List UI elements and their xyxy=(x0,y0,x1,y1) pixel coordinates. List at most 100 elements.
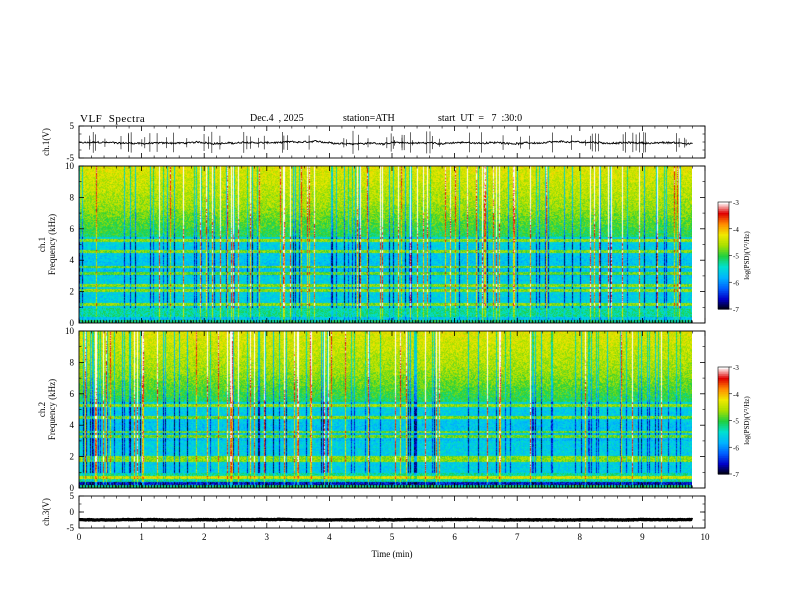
colorbar-swatch xyxy=(718,301,729,305)
colorbar-swatch xyxy=(718,269,729,273)
colorbar-swatch xyxy=(718,391,729,395)
y-axis-label: ch.3(V) xyxy=(41,498,51,526)
colorbar-swatch xyxy=(718,449,729,452)
colorbar-swatch xyxy=(718,388,729,391)
colorbar-swatch xyxy=(718,239,729,242)
colorbar-swatch xyxy=(718,292,729,296)
colorbar-swatch xyxy=(718,223,729,226)
y-axis-label: Frequency (kHz) xyxy=(47,379,57,440)
colorbar-swatch xyxy=(718,386,729,389)
ch1-waveform-trace xyxy=(78,140,693,146)
start-time-label: start UT = 7 :30:0 xyxy=(438,113,523,124)
colorbar-swatch xyxy=(718,370,729,373)
colorbar-swatch xyxy=(718,438,729,441)
colorbar-swatch xyxy=(718,450,729,454)
colorbar-swatch xyxy=(718,203,729,207)
ch3-waveform: 50-5ch.3(V)0 1 2 3 4 5 6 7 8 9 10 xyxy=(41,491,710,542)
colorbar-swatch xyxy=(718,253,729,257)
colorbar-swatch xyxy=(718,237,729,241)
y-tick-label: 4 xyxy=(70,255,75,265)
colorbar-swatch xyxy=(718,216,729,219)
colorbar-swatch xyxy=(718,276,729,280)
chart-title: VLF Spectra xyxy=(80,113,146,125)
ch2-spectrogram-raster xyxy=(79,331,692,488)
colorbar-tick-label: -5 xyxy=(733,418,739,426)
colorbar-swatch xyxy=(718,230,729,233)
colorbar-swatch xyxy=(718,210,729,214)
colorbar-swatch xyxy=(718,456,729,459)
colorbar-swatch xyxy=(718,262,729,266)
station-label: station=ATH xyxy=(343,113,395,124)
colorbar-swatch xyxy=(718,393,729,397)
colorbar-swatch xyxy=(718,251,729,255)
colorbar-swatch xyxy=(718,390,729,393)
y-tick-label: 5 xyxy=(70,121,75,131)
colorbar-swatch xyxy=(718,397,729,400)
colorbar-swatch xyxy=(718,218,729,221)
colorbar-swatch xyxy=(718,207,729,210)
colorbar-swatch xyxy=(718,424,729,427)
x-tick-label: 10 xyxy=(701,532,711,542)
colorbar-swatch xyxy=(718,463,729,466)
colorbar-swatch xyxy=(718,307,729,310)
colorbar-swatch xyxy=(718,400,729,404)
x-tick-label: 9 xyxy=(640,532,645,542)
colorbar-swatch xyxy=(718,275,729,278)
y-tick-label: -5 xyxy=(67,153,75,163)
colorbar-swatch xyxy=(718,298,729,301)
colorbar-swatch xyxy=(718,415,729,418)
colorbar-tick-label: -7 xyxy=(733,471,739,479)
colorbar-swatch xyxy=(718,209,729,212)
y-tick-label: 6 xyxy=(70,224,75,234)
colorbar-swatch xyxy=(718,399,729,402)
colorbar-swatch xyxy=(718,409,729,413)
colorbar-swatch xyxy=(718,241,729,244)
y-tick-label: 5 xyxy=(70,491,75,501)
colorbar-swatch xyxy=(718,284,729,287)
colorbar-swatch xyxy=(718,454,729,457)
colorbar-swatch xyxy=(718,402,729,406)
colorbar-swatch xyxy=(718,305,729,308)
ch1-waveform: 5 -5 ch.1(V) xyxy=(41,121,706,163)
ch2-spectrogram-colorbar: -3 -4 -5 -6 -7 log(PSD)(V²/Hz) xyxy=(717,364,751,479)
y-tick-label: 2 xyxy=(70,287,75,297)
colorbar-swatch xyxy=(718,226,729,230)
channel-label: ch.2 xyxy=(37,402,47,417)
colorbar-swatch xyxy=(718,468,729,472)
y-tick-label: 0 xyxy=(70,507,75,517)
colorbar-tick-label: -5 xyxy=(733,253,739,261)
colorbar-swatch xyxy=(718,429,729,432)
colorbar-swatch xyxy=(718,285,729,289)
y-tick-label: -5 xyxy=(67,523,75,533)
colorbar-swatch xyxy=(718,413,729,416)
colorbar-swatch xyxy=(718,280,729,283)
x-tick-label: 0 xyxy=(77,532,82,542)
colorbar-swatch xyxy=(718,408,729,411)
x-tick-label: 5 xyxy=(390,532,395,542)
colorbar-swatch xyxy=(718,248,729,251)
colorbar-swatch xyxy=(718,271,729,274)
colorbar-swatch xyxy=(718,289,729,292)
colorbar-swatch xyxy=(718,440,729,443)
ch2-spectrogram: 0 2 4 6 8 10 ch.2 Frequency (kHz) -3 -4 -5 -6 -7 log(… xyxy=(37,326,751,493)
colorbar-swatch xyxy=(718,282,729,285)
colorbar-swatch xyxy=(718,244,729,248)
colorbar-swatch xyxy=(718,264,729,267)
y-tick-label: 2 xyxy=(70,452,75,462)
colorbar-swatch xyxy=(718,296,729,299)
colorbar-swatch xyxy=(718,214,729,217)
y-tick-label: 10 xyxy=(65,161,75,171)
colorbar-label: log(PSD)(V²/Hz) xyxy=(743,231,751,280)
colorbar-swatch xyxy=(718,466,729,470)
colorbar-swatch xyxy=(718,457,729,461)
colorbar-swatch xyxy=(718,465,729,468)
colorbar-swatch xyxy=(718,441,729,445)
ch1-spectrogram-raster xyxy=(79,166,692,323)
colorbar-tick-label: -3 xyxy=(733,364,739,372)
y-tick-label: 6 xyxy=(70,389,75,399)
colorbar-swatch xyxy=(718,395,729,398)
x-tick-label: 1 xyxy=(139,532,144,542)
y-tick-label: 10 xyxy=(65,326,75,336)
colorbar-swatch xyxy=(718,232,729,235)
